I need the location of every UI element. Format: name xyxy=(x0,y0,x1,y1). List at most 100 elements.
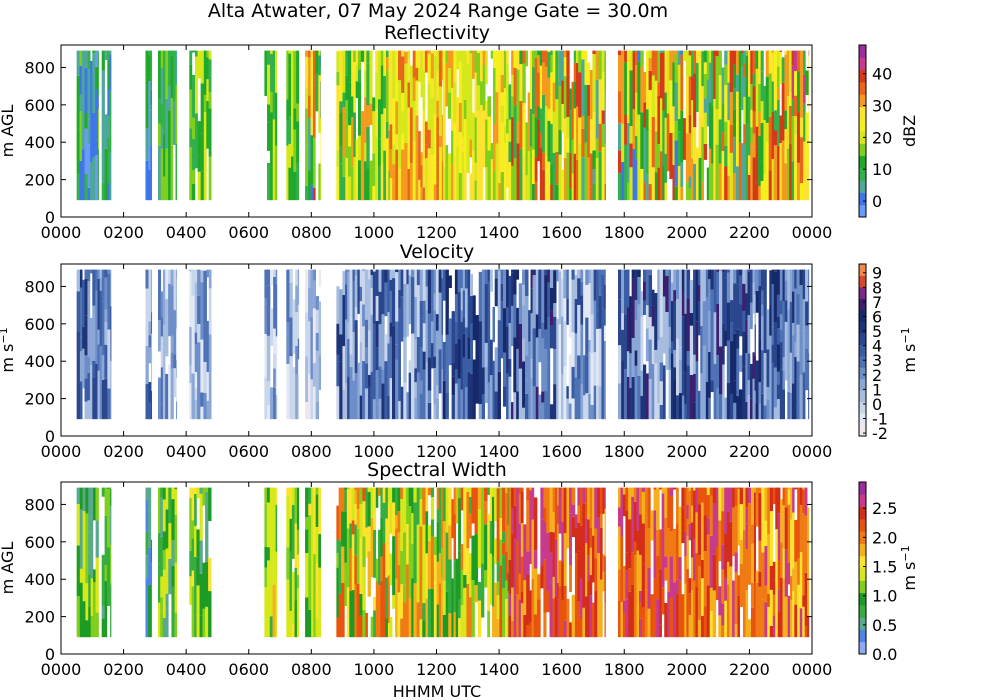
data-cell xyxy=(643,364,647,420)
data-cell xyxy=(289,551,293,611)
data-cell xyxy=(168,523,172,559)
data-cell xyxy=(433,403,437,420)
data-cell xyxy=(95,290,98,318)
data-cell xyxy=(787,374,790,392)
data-cell xyxy=(729,487,733,502)
data-cell xyxy=(779,115,782,144)
data-cell xyxy=(525,296,529,356)
data-cell xyxy=(782,487,786,506)
x-tick-label: 1000 xyxy=(354,660,395,679)
data-cell xyxy=(601,274,605,309)
data-cell xyxy=(360,151,365,201)
data-cell xyxy=(82,510,86,567)
data-cell xyxy=(160,103,164,127)
data-cell xyxy=(670,368,674,420)
data-cell xyxy=(561,278,564,317)
data-cell xyxy=(487,116,492,151)
data-cell xyxy=(92,305,96,361)
data-cell xyxy=(474,509,479,534)
data-cell xyxy=(378,50,382,100)
data-cell xyxy=(547,161,551,201)
data-segment xyxy=(264,269,278,420)
data-cell xyxy=(176,377,178,402)
data-cell xyxy=(533,497,538,551)
data-cell xyxy=(162,269,166,325)
data-cell xyxy=(400,386,404,420)
data-cell xyxy=(397,511,401,533)
data-cell xyxy=(462,357,466,397)
data-cell xyxy=(165,509,169,549)
data-cell xyxy=(516,487,520,541)
data-cell xyxy=(106,489,111,548)
x-tick-label: 0200 xyxy=(103,442,144,461)
data-cell xyxy=(646,173,649,201)
data-cell xyxy=(664,153,668,183)
data-cell xyxy=(601,50,605,73)
data-cell xyxy=(621,162,625,201)
data-cell xyxy=(629,143,633,168)
data-cell xyxy=(448,318,452,366)
data-cell xyxy=(758,403,762,420)
data-cell xyxy=(532,328,537,387)
data-cell xyxy=(448,559,452,614)
data-cell xyxy=(566,74,570,117)
data-cell xyxy=(674,54,679,83)
data-cell xyxy=(107,269,111,274)
data-cell xyxy=(767,487,771,535)
data-cell xyxy=(802,606,805,638)
data-cell xyxy=(705,346,709,383)
data-cell xyxy=(754,269,756,295)
x-tick-label: 1400 xyxy=(479,223,520,242)
data-cell xyxy=(360,111,365,151)
data-cell xyxy=(442,521,447,581)
data-cell xyxy=(789,125,792,144)
data-cell xyxy=(388,68,390,106)
data-cell xyxy=(404,127,408,143)
data-cell xyxy=(264,269,268,299)
data-cell xyxy=(752,378,755,420)
data-cell xyxy=(79,50,83,66)
data-cell xyxy=(547,52,551,78)
data-cell xyxy=(375,403,379,420)
data-cell xyxy=(427,129,432,149)
data-cell xyxy=(461,151,465,201)
data-cell xyxy=(760,180,764,201)
data-cell xyxy=(773,130,778,146)
data-cell xyxy=(109,91,112,129)
data-cell xyxy=(364,70,367,98)
data-cell xyxy=(354,307,358,321)
data-cell xyxy=(291,97,294,157)
data-cell xyxy=(697,487,702,505)
data-cell xyxy=(110,361,112,420)
data-cell xyxy=(664,567,668,581)
data-cell xyxy=(716,303,720,356)
data-cell xyxy=(776,384,781,400)
data-cell xyxy=(508,507,512,560)
data-cell xyxy=(311,568,314,585)
data-cell xyxy=(472,163,475,178)
data-cell xyxy=(584,62,588,85)
data-cell xyxy=(580,350,584,385)
colorbar-swatch xyxy=(859,543,866,557)
data-cell xyxy=(419,619,423,638)
data-cell xyxy=(484,269,489,284)
data-cell xyxy=(600,487,603,515)
data-cell xyxy=(626,351,630,377)
data-cell xyxy=(342,389,346,420)
data-cell xyxy=(286,50,289,71)
data-cell xyxy=(312,386,317,420)
data-cell xyxy=(518,494,522,524)
data-cell xyxy=(745,77,749,125)
data-cell xyxy=(92,50,96,54)
data-cell xyxy=(162,531,166,550)
data-cell xyxy=(659,50,663,54)
data-cell xyxy=(264,50,268,67)
data-cell xyxy=(654,80,658,132)
data-cell xyxy=(420,187,423,201)
data-cell xyxy=(689,279,694,314)
data-cell xyxy=(722,364,725,420)
data-cell xyxy=(99,269,103,279)
data-cell xyxy=(99,290,103,346)
data-cell xyxy=(724,50,728,65)
data-cell xyxy=(697,555,702,567)
